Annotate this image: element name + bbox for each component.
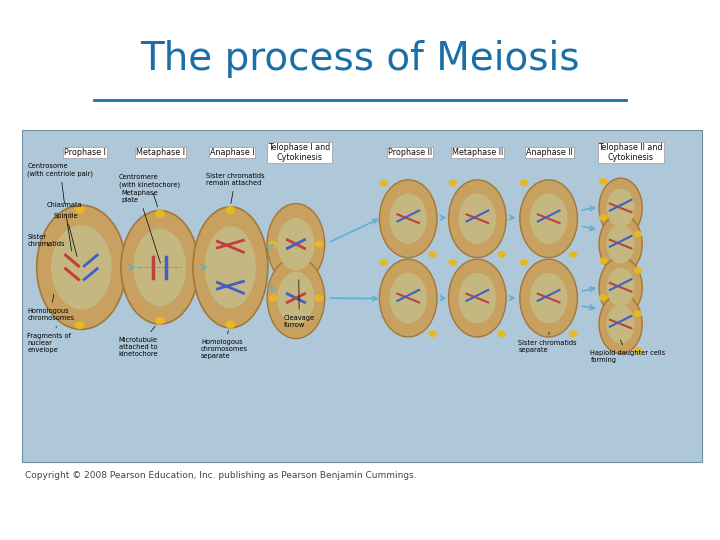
Text: Centrosome
(with centriole pair): Centrosome (with centriole pair) [27,163,94,204]
Ellipse shape [599,294,642,354]
Ellipse shape [277,272,315,325]
Circle shape [600,179,607,184]
Ellipse shape [530,273,567,323]
Ellipse shape [530,193,567,244]
Ellipse shape [277,218,315,271]
Text: Anaphase I: Anaphase I [210,148,254,157]
Circle shape [429,331,436,336]
Ellipse shape [390,273,427,323]
Text: Prophase I: Prophase I [64,148,106,157]
Circle shape [570,331,577,336]
Circle shape [269,241,276,247]
Ellipse shape [449,259,506,337]
Circle shape [429,252,436,257]
Ellipse shape [449,180,506,258]
Ellipse shape [606,188,635,227]
Circle shape [315,241,323,247]
Circle shape [156,318,164,324]
Circle shape [226,207,235,213]
Circle shape [498,252,505,257]
Ellipse shape [37,205,126,329]
Text: Metaphase
plate: Metaphase plate [121,190,161,263]
Ellipse shape [599,178,642,238]
Circle shape [449,260,456,265]
Text: Telophase I and
Cytokinesis: Telophase I and Cytokinesis [269,143,330,162]
Text: Copyright © 2008 Pearson Education, Inc. publishing as Pearson Benjamin Cummings: Copyright © 2008 Pearson Education, Inc.… [25,471,417,480]
Text: Sister chromatids
remain attached: Sister chromatids remain attached [206,173,264,204]
Ellipse shape [606,305,635,343]
Circle shape [634,311,642,316]
Ellipse shape [267,258,325,339]
Circle shape [226,321,235,328]
Circle shape [269,295,276,301]
Ellipse shape [606,225,635,264]
Text: Fragments of
nuclear
envelope: Fragments of nuclear envelope [27,327,71,353]
Circle shape [600,295,607,300]
Text: Sister chromatids
separate: Sister chromatids separate [518,332,577,353]
Circle shape [634,268,642,273]
Circle shape [156,211,164,217]
Ellipse shape [193,207,268,328]
Circle shape [521,180,528,186]
Ellipse shape [379,180,437,258]
Circle shape [380,180,387,186]
Circle shape [449,180,456,186]
Text: The process of Meiosis: The process of Meiosis [140,40,580,78]
Circle shape [76,206,84,213]
Text: Microtubule
attached to
kinetochore: Microtubule attached to kinetochore [119,326,158,357]
Ellipse shape [121,211,199,324]
Text: Metaphase II: Metaphase II [451,148,503,157]
FancyBboxPatch shape [22,130,702,462]
Circle shape [600,258,607,264]
Ellipse shape [267,204,325,285]
Text: Anaphase II: Anaphase II [526,148,572,157]
Circle shape [600,215,607,220]
Ellipse shape [390,193,427,244]
Text: Homologous
chromosomes
separate: Homologous chromosomes separate [201,330,248,360]
Text: Haploid daughter cells
forming: Haploid daughter cells forming [590,340,665,363]
Ellipse shape [133,229,186,306]
Ellipse shape [606,268,635,307]
Circle shape [521,260,528,265]
Ellipse shape [599,214,642,274]
Ellipse shape [379,259,437,337]
Text: Prophase II: Prophase II [387,148,432,157]
Ellipse shape [459,273,496,323]
Ellipse shape [459,193,496,244]
Circle shape [570,252,577,257]
Text: Sister
chromatids: Sister chromatids [27,234,65,247]
Text: Spindle: Spindle [54,213,78,256]
Text: Chiasmata: Chiasmata [47,202,83,251]
Ellipse shape [520,259,577,337]
Circle shape [315,295,323,301]
Circle shape [76,322,84,328]
Circle shape [634,232,642,237]
Circle shape [380,260,387,265]
Text: Metaphase I: Metaphase I [136,148,185,157]
Text: Cleavage
furrow: Cleavage furrow [284,280,315,328]
Ellipse shape [205,226,256,308]
Circle shape [498,331,505,336]
Text: Homologous
chromosomes: Homologous chromosomes [27,294,74,321]
Ellipse shape [599,258,642,317]
Circle shape [634,348,642,353]
Text: Centromere
(with kinetochore): Centromere (with kinetochore) [119,174,180,207]
Ellipse shape [51,225,112,309]
Ellipse shape [520,180,577,258]
Text: Telophase II and
Cytokinesis: Telophase II and Cytokinesis [598,143,663,162]
